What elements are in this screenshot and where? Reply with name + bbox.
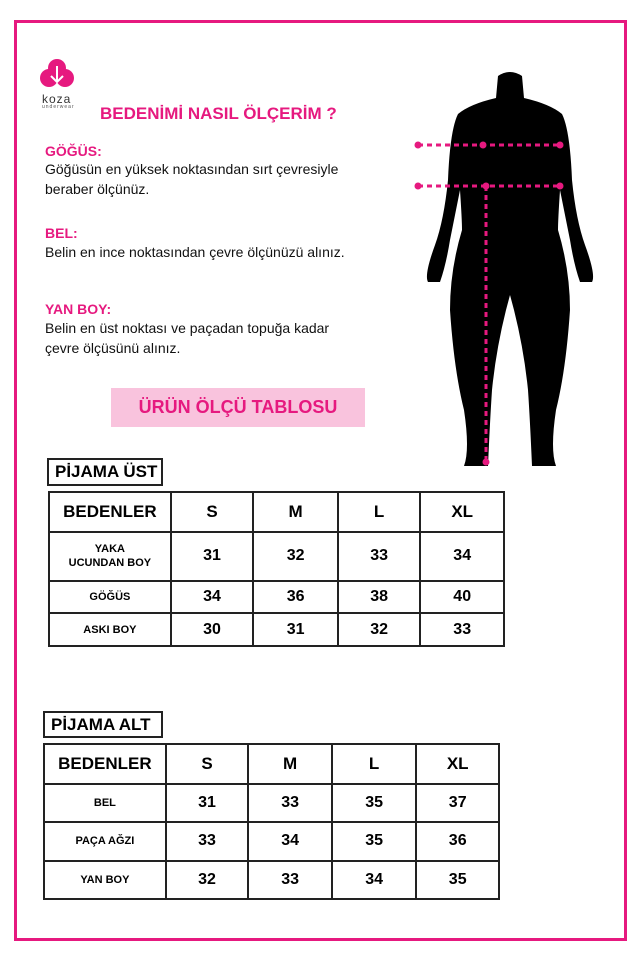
header-cell: BEDENLER [48, 491, 172, 533]
cell: 37 [415, 782, 500, 824]
row-header: BEL [43, 782, 167, 824]
section-text-yan-boy: Belin en üst noktası ve paçadan topuğa k… [45, 318, 329, 358]
text-line: Belin en ince noktasından çevre ölçünüzü… [45, 244, 345, 260]
header-cell: XL [419, 491, 505, 533]
brand-name: koza [42, 92, 72, 106]
header-cell: L [336, 491, 422, 533]
cell: 33 [164, 821, 250, 862]
table-header-row: BEDENLER S M L XL [43, 743, 500, 785]
table-label-bottom: PİJAMA ALT [43, 711, 163, 738]
cell: 31 [164, 782, 250, 824]
row-header: ASKI BOY [48, 612, 172, 647]
cell: 34 [247, 821, 333, 862]
cell: 31 [252, 612, 339, 647]
table-row: YAN BOY 32 33 34 35 [43, 859, 500, 901]
header-cell: BEDENLER [43, 743, 167, 785]
table-row: GÖĞÜS 34 36 38 40 [48, 579, 505, 615]
cell: 40 [419, 579, 505, 615]
section-text-gogus: Göğüsün en yüksek noktasından sırt çevre… [45, 159, 338, 199]
brand-logo [40, 58, 74, 97]
table-label-top: PİJAMA ÜST [47, 458, 163, 486]
page-title: BEDENİMİ NASIL ÖLÇERİM ? [100, 104, 337, 123]
cell: 34 [169, 579, 255, 615]
section-heading-bel: BEL: [45, 225, 78, 241]
cell: 35 [330, 821, 418, 862]
cell: 32 [164, 859, 250, 901]
body-silhouette-figure [414, 72, 594, 466]
table-row: ASKI BOY 30 31 32 33 [48, 612, 505, 647]
cell: 32 [252, 531, 339, 582]
header-cell: L [330, 743, 418, 785]
header-cell: S [169, 491, 255, 533]
cell: 33 [247, 782, 333, 824]
table-row: BEL 31 33 35 37 [43, 782, 500, 824]
text-line: Belin en üst noktası ve paçadan topuğa k… [45, 320, 330, 336]
section-text-bel: Belin en ince noktasından çevre ölçünüzü… [45, 242, 345, 262]
table-row: PAÇA AĞZI 33 34 35 36 [43, 821, 500, 862]
size-table-top: BEDENLER S M L XL YAKA UCUNDAN BOY 31 32 3… [48, 491, 505, 647]
table-header-row: BEDENLER S M L XL [48, 491, 505, 533]
size-table-bottom: BEDENLER S M L XL BEL 31 33 35 37 PAÇA AĞZI… [43, 743, 500, 901]
row-header: YAKA UCUNDAN BOY [48, 531, 172, 582]
cell: 33 [336, 531, 422, 582]
text-line: çevre ölçüsünü alınız. [45, 340, 181, 356]
table-row: YAKA UCUNDAN BOY 31 32 33 34 [48, 531, 505, 582]
header-cell: XL [415, 743, 500, 785]
text-line: Göğüsün en yüksek noktasından sırt çevre… [45, 161, 339, 177]
cell: 35 [415, 859, 500, 901]
cell: 34 [330, 859, 418, 901]
header-cell: M [247, 743, 333, 785]
brand-tagline: underwear [42, 104, 75, 110]
cell: 30 [169, 612, 255, 647]
cotton-flower-icon [40, 59, 74, 87]
cell: 36 [415, 821, 500, 862]
measurement-lines [418, 143, 560, 462]
row-header: GÖĞÜS [48, 579, 172, 615]
cell: 38 [336, 579, 422, 615]
header-cell: M [252, 491, 339, 533]
cell: 36 [252, 579, 339, 615]
row-header: PAÇA AĞZI [43, 821, 167, 862]
cell: 34 [419, 531, 505, 582]
cell: 31 [169, 531, 255, 582]
cell: 33 [247, 859, 333, 901]
text-line: beraber ölçünüz. [45, 181, 150, 197]
page-frame [14, 20, 627, 941]
row-header: YAN BOY [43, 859, 167, 901]
cell: 35 [330, 782, 418, 824]
section-heading-yan-boy: YAN BOY: [45, 301, 112, 317]
row-header-text: YAKA UCUNDAN BOY [68, 543, 152, 570]
cell: 33 [419, 612, 505, 647]
section-heading-gogus: GÖĞÜS: [45, 143, 102, 159]
cell: 32 [336, 612, 422, 647]
header-cell: S [164, 743, 250, 785]
size-table-banner: ÜRÜN ÖLÇÜ TABLOSU [111, 388, 365, 427]
